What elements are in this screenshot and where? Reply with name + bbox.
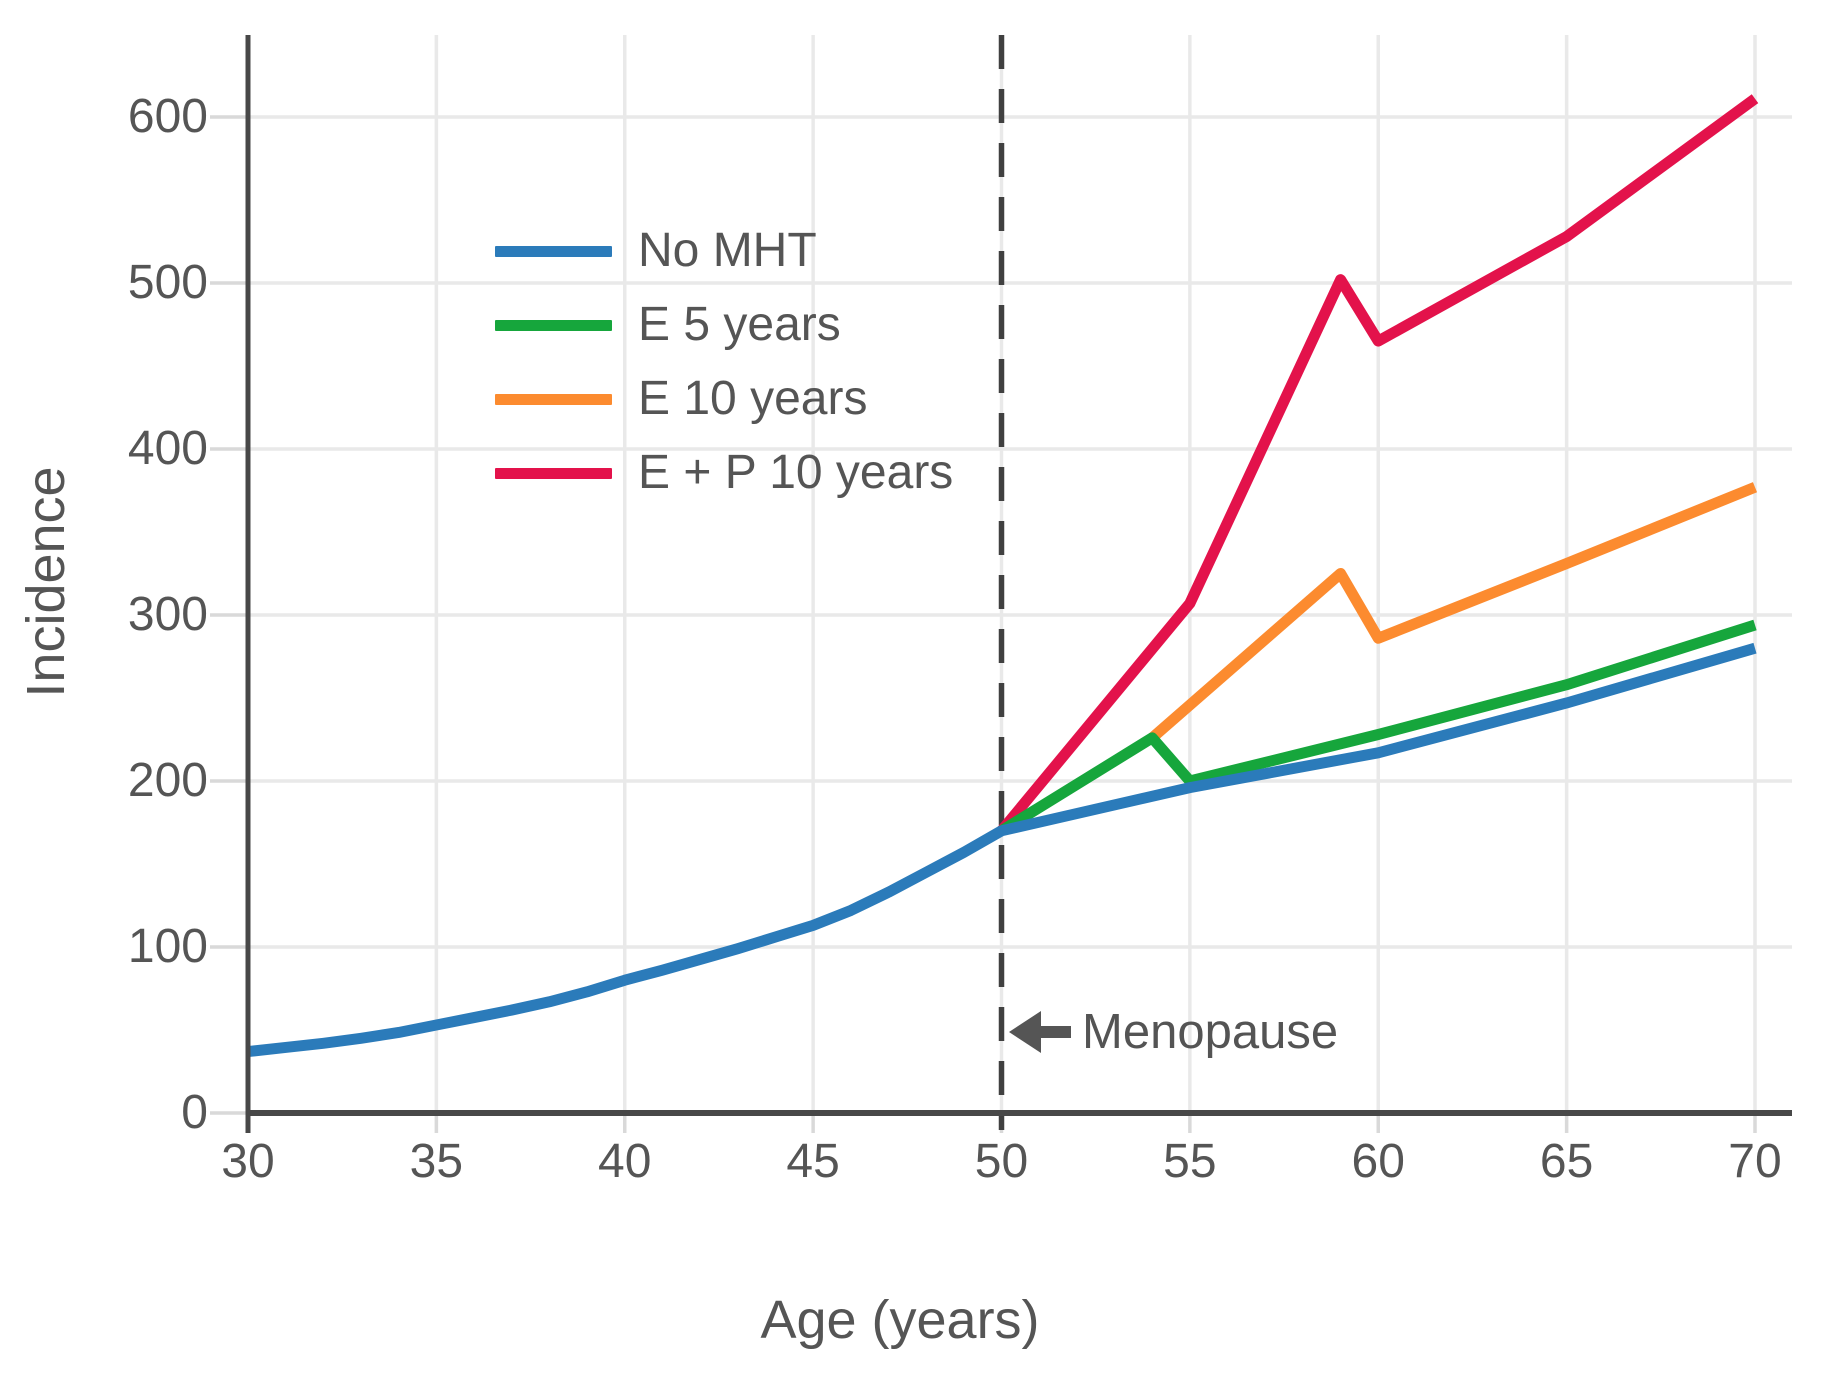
- legend-item-no-mht: No MHT: [495, 214, 953, 288]
- y-tick-label: 400: [127, 422, 208, 475]
- x-tick-label: 45: [786, 1135, 840, 1188]
- y-tick-label: 0: [181, 1086, 208, 1139]
- left-arrow-icon: [1009, 1011, 1071, 1053]
- y-axis-title: Incidence: [16, 466, 76, 698]
- legend-label: No MHT: [638, 224, 817, 277]
- series-line-e-p-10-years: [997, 94, 1759, 835]
- x-tick-label: 65: [1539, 1135, 1594, 1188]
- x-tick-label: 60: [1351, 1135, 1405, 1188]
- x-tick-label: 70: [1728, 1135, 1782, 1188]
- menopause-annotation: Menopause: [1008, 1006, 1338, 1058]
- y-tick-label: 100: [127, 920, 208, 973]
- x-tick-label: 30: [221, 1135, 275, 1188]
- legend-item-e-p-10-years: E + P 10 years: [495, 436, 953, 510]
- legend-label: E + P 10 years: [638, 446, 954, 499]
- legend-label: E 10 years: [638, 372, 868, 425]
- y-tick-label: 300: [127, 588, 208, 641]
- x-tick-label: 35: [409, 1135, 464, 1188]
- menopause-label: Menopause: [1082, 1005, 1339, 1059]
- series-line-e-5-years: [998, 619, 1757, 836]
- y-tick-label: 200: [127, 754, 208, 807]
- legend: No MHT E 5 years E 10 years E + P 10 yea…: [495, 214, 953, 510]
- legend-swatch-e-5-years: [495, 319, 612, 331]
- legend-item-e-10-years: E 10 years: [495, 362, 953, 436]
- series-line-e-10-years: [1148, 482, 1758, 742]
- x-axis-title: Age (years): [760, 1290, 1040, 1350]
- series-line-no-mht: [247, 642, 1757, 1058]
- y-tick-label: 600: [127, 90, 208, 143]
- x-tick-label: 40: [598, 1135, 652, 1188]
- legend-swatch-no-mht: [495, 245, 612, 257]
- x-tick-label: 55: [1163, 1135, 1217, 1188]
- x-tick-label: 50: [974, 1135, 1029, 1188]
- legend-label: E 5 years: [638, 298, 841, 351]
- y-tick-label: 500: [127, 256, 208, 309]
- legend-swatch-e-10-years: [495, 393, 612, 405]
- legend-item-e-5-years: E 5 years: [495, 288, 953, 362]
- legend-swatch-e-p-10-years: [495, 467, 612, 479]
